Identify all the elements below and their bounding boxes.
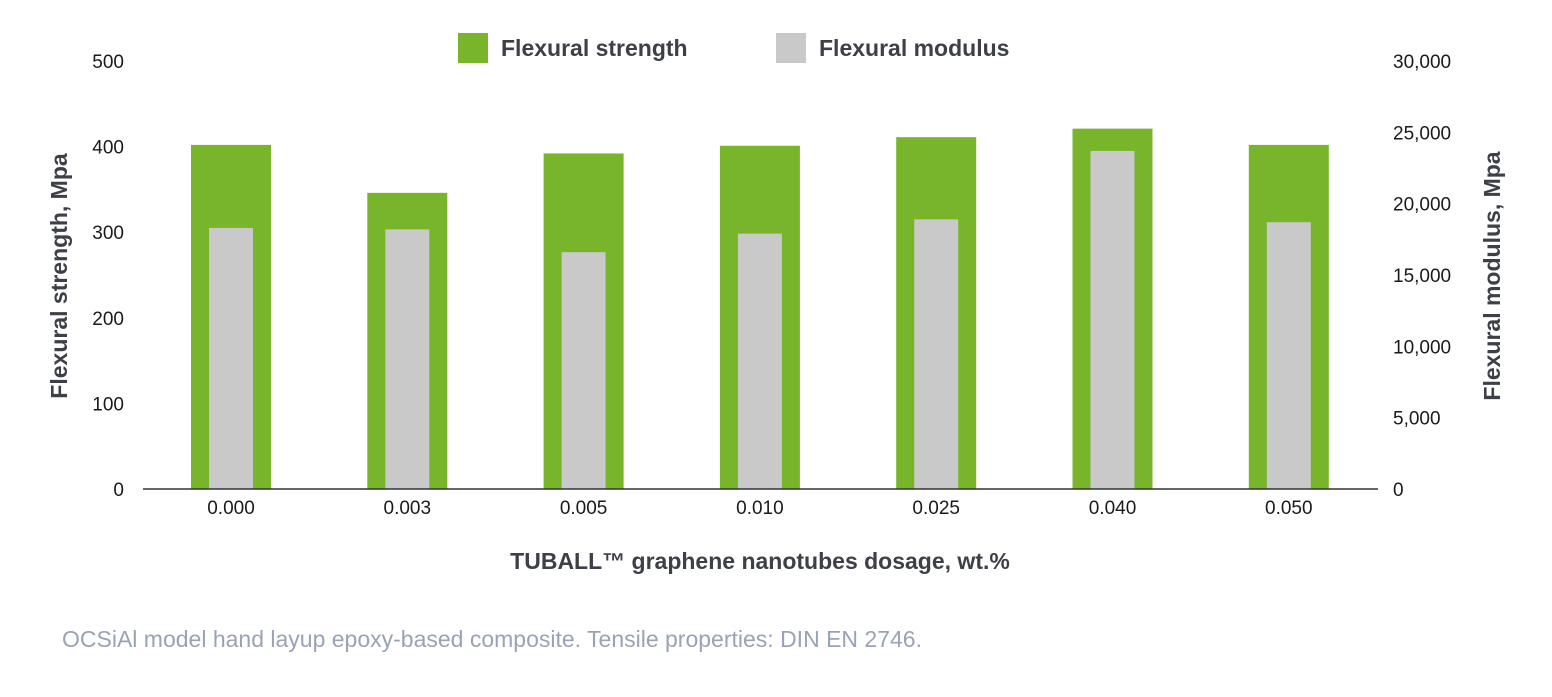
legend-swatch (776, 33, 806, 63)
bar-flexural-modulus (385, 229, 430, 489)
bars (191, 128, 1329, 490)
x-tick-label: 0.003 (384, 498, 432, 519)
x-tick-label: 0.005 (560, 498, 608, 519)
left-axis-title: Flexural strength, Mpa (46, 153, 72, 399)
right-tick-label: 15,000 (1393, 266, 1451, 287)
left-tick-label: 500 (92, 52, 124, 73)
x-tick-label: 0.000 (207, 498, 255, 519)
right-tick-label: 30,000 (1393, 52, 1451, 73)
bar-flexural-modulus (1266, 222, 1311, 490)
legend-swatch (458, 33, 488, 63)
bar-flexural-modulus (561, 252, 606, 489)
right-tick-label: 5,000 (1393, 409, 1441, 430)
bar-flexural-modulus (914, 219, 959, 490)
bar-flexural-modulus (209, 227, 253, 490)
right-tick-label: 0 (1393, 480, 1404, 501)
left-tick-label: 0 (113, 480, 124, 501)
left-tick-label: 100 (92, 394, 124, 415)
x-tick-label: 0.010 (736, 498, 784, 519)
legend: Flexural strength Flexural modulus (458, 33, 1009, 63)
bar-flexural-modulus (1090, 150, 1135, 489)
bar-flexural-modulus (737, 233, 782, 489)
x-tick-label: 0.025 (912, 498, 960, 519)
right-axis-ticks: 0 5,000 10,000 15,000 20,000 25,000 30,000 (1393, 52, 1451, 501)
footnote: OCSiAl model hand layup epoxy-based comp… (62, 626, 922, 652)
x-axis-title: TUBALL™ graphene nanotubes dosage, wt.% (510, 548, 1010, 574)
legend-label: Flexural modulus (819, 35, 1009, 61)
right-tick-label: 20,000 (1393, 195, 1451, 216)
left-axis-ticks: 0 100 200 300 400 500 (92, 52, 124, 501)
legend-label: Flexural strength (501, 35, 688, 61)
x-tick-label: 0.040 (1089, 498, 1137, 519)
right-axis-title: Flexural modulus, Mpa (1479, 151, 1505, 400)
left-tick-label: 300 (92, 223, 124, 244)
left-tick-label: 400 (92, 138, 124, 159)
left-tick-label: 200 (92, 309, 124, 330)
right-tick-label: 10,000 (1393, 337, 1451, 358)
x-tick-label: 0.050 (1265, 498, 1313, 519)
right-tick-label: 25,000 (1393, 123, 1451, 144)
x-axis-ticks: 0.000 0.003 0.005 0.010 0.025 0.040 0.050 (207, 498, 1312, 519)
